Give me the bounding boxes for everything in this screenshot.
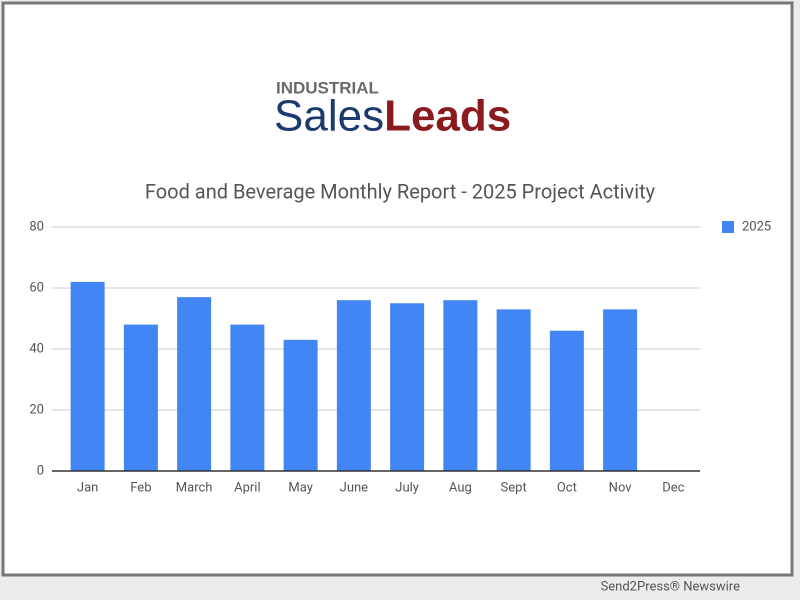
y-tick-label: 60 (29, 280, 44, 295)
bar (443, 300, 478, 471)
x-tick-label: Nov (609, 480, 633, 495)
logo-sales: Sales (274, 92, 384, 141)
logo-leads: Leads (384, 92, 511, 141)
y-tick-label: 80 (29, 219, 44, 234)
bar (230, 324, 265, 471)
x-tick-label: Sept (501, 480, 527, 495)
legend-swatch (722, 221, 734, 233)
bar (70, 281, 105, 471)
bar (603, 309, 638, 471)
bar (283, 339, 318, 471)
bar (336, 300, 371, 471)
x-tick-label: April (234, 480, 261, 495)
y-tick-label: 20 (29, 402, 44, 417)
x-tick-label: July (395, 480, 419, 495)
x-tick-label: May (288, 480, 312, 495)
bar (549, 330, 584, 471)
logo-top: INDUSTRIAL (276, 78, 379, 97)
y-tick-label: 0 (37, 463, 44, 478)
bar (177, 297, 212, 471)
y-tick-label: 40 (29, 341, 44, 356)
chart-title: Food and Beverage Monthly Report - 2025 … (145, 179, 656, 203)
x-tick-label: June (340, 480, 369, 495)
x-tick-label: Dec (662, 480, 684, 495)
x-tick-label: Oct (557, 480, 577, 495)
bar (123, 324, 158, 471)
x-tick-label: Aug (449, 480, 472, 495)
frame (1, 1, 794, 577)
x-tick-label: March (176, 480, 213, 495)
legend-label: 2025 (742, 219, 771, 234)
footer: Send2Press® Newswire (601, 579, 741, 594)
x-tick-label: Jan (77, 480, 98, 495)
bar (390, 303, 425, 471)
bar (496, 309, 531, 471)
x-tick-label: Feb (130, 480, 151, 495)
